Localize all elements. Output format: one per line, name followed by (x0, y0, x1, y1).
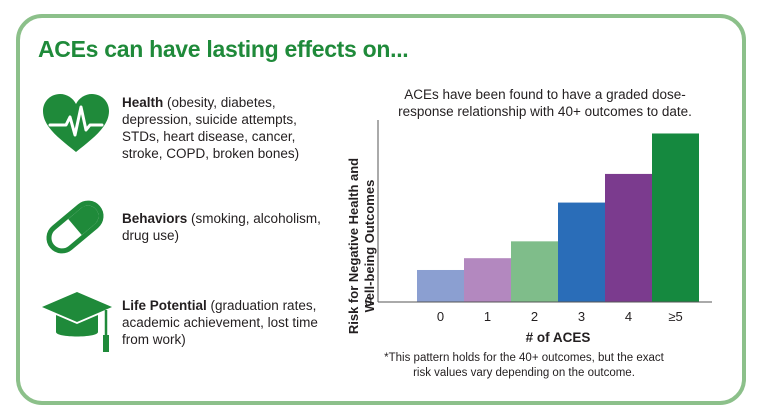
chart-bar (652, 133, 699, 302)
effect-behaviors-title: Behaviors (122, 211, 188, 226)
chart-footnote: *This pattern holds for the 40+ outcomes… (384, 352, 664, 379)
effect-life-potential: Life Potential (graduation rates, academ… (40, 290, 330, 354)
x-tick-label: ≥5 (668, 309, 682, 324)
x-tick-label: 3 (578, 309, 585, 324)
chart-plot: 0 0 1 2 3 4 ≥5 # of ACES (365, 120, 712, 345)
effect-health-title: Health (122, 95, 164, 110)
effect-behaviors-detail: (smoking, alcoholism, drug use) (122, 211, 321, 243)
page-title: ACEs can have lasting effects on... (38, 36, 409, 62)
chart-bar (605, 173, 652, 302)
chart-bar (511, 241, 558, 302)
effect-life-potential-title: Life Potential (122, 298, 207, 313)
effect-behaviors-text: Behaviors (smoking, alcoholism, drug use… (122, 210, 332, 244)
effect-health-detail: (obesity, diabetes, depression, suicide … (122, 95, 300, 161)
graduation-cap-icon (40, 290, 114, 359)
x-tick-label: 1 (484, 309, 491, 324)
x-axis-label: # of ACES (526, 330, 591, 345)
heart-pulse-icon (40, 92, 112, 161)
effect-behaviors: Behaviors (smoking, alcoholism, drug use… (40, 196, 330, 260)
chart-bar (558, 202, 605, 302)
effect-life-potential-detail: (graduation rates, academic achievement,… (122, 298, 318, 347)
effect-health-text: Health (obesity, diabetes, depression, s… (122, 94, 332, 162)
effect-life-potential-text: Life Potential (graduation rates, academ… (122, 297, 332, 348)
chart-bar (464, 258, 511, 302)
chart-title: ACEs have been found to have a graded do… (398, 87, 692, 119)
x-tick-label: 0 (437, 309, 444, 324)
effect-health: Health (obesity, diabetes, depression, s… (40, 92, 330, 164)
y-tick-label: 0 (365, 294, 372, 309)
pill-capsule-icon (40, 196, 110, 263)
x-tick-label: 4 (625, 309, 632, 324)
chart-bar (417, 269, 464, 302)
aces-bar-chart: ACEs have been found to have a graded do… (340, 80, 740, 380)
x-tick-label: 2 (531, 309, 538, 324)
